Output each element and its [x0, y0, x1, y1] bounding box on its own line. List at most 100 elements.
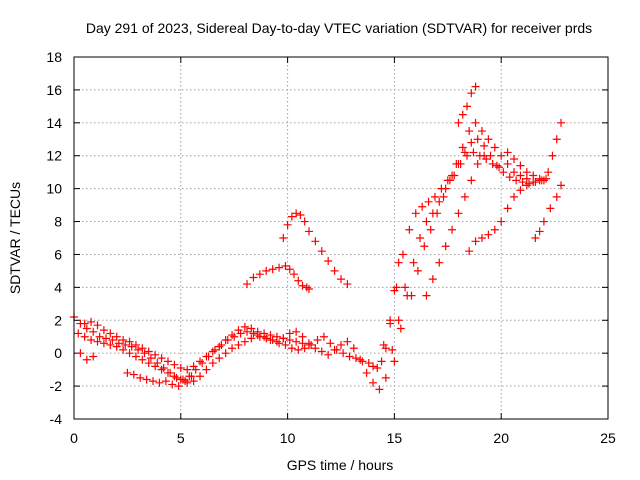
y-axis-label: SDTVAR / TECUs	[7, 182, 23, 294]
data-point	[151, 350, 160, 359]
data-point	[465, 127, 474, 136]
data-point	[119, 345, 128, 354]
data-point	[460, 192, 469, 201]
data-point	[82, 324, 91, 333]
data-point	[108, 336, 117, 345]
data-point	[379, 340, 388, 349]
data-point	[287, 344, 296, 353]
data-point	[505, 173, 514, 182]
data-point	[181, 377, 190, 386]
data-point	[311, 344, 320, 353]
data-point	[138, 344, 147, 353]
data-point	[80, 332, 89, 341]
data-layer	[70, 82, 566, 394]
data-point	[319, 332, 328, 341]
data-point	[418, 202, 427, 211]
data-point	[343, 280, 352, 289]
data-point	[149, 377, 158, 386]
data-point	[202, 352, 211, 361]
data-point	[345, 352, 354, 361]
data-point	[473, 159, 482, 168]
series-track-4	[76, 349, 196, 391]
data-point	[394, 316, 403, 325]
data-point	[445, 176, 454, 185]
data-point	[253, 327, 262, 336]
data-point	[168, 380, 177, 389]
data-point	[373, 363, 382, 372]
data-point	[477, 234, 486, 242]
data-point	[409, 258, 418, 267]
data-point	[362, 368, 371, 377]
data-point	[488, 159, 497, 168]
data-point	[129, 370, 138, 379]
data-point	[398, 250, 407, 259]
data-point	[228, 331, 237, 340]
data-point	[240, 322, 249, 331]
data-point	[196, 357, 205, 366]
data-point	[343, 337, 352, 346]
data-point	[557, 181, 566, 190]
data-point	[247, 334, 256, 343]
data-point	[503, 159, 512, 168]
data-point	[82, 355, 91, 364]
data-point	[522, 168, 531, 177]
data-point	[138, 355, 147, 364]
data-point	[516, 171, 525, 180]
data-point	[518, 178, 527, 187]
data-point	[119, 336, 128, 345]
y-tick-label: 8	[54, 214, 62, 230]
x-tick-label: 5	[177, 430, 185, 446]
data-point	[377, 357, 386, 366]
data-point	[381, 373, 390, 382]
data-point	[499, 168, 508, 177]
data-point	[557, 118, 566, 127]
data-point	[99, 339, 108, 348]
data-point	[471, 237, 480, 246]
data-point	[426, 225, 435, 234]
y-tick-labels: -4 -2 0 2 4 6 8 10 12 14 16 18	[46, 49, 62, 427]
data-point	[364, 359, 373, 368]
data-point	[458, 110, 467, 119]
data-point	[448, 171, 457, 180]
data-point	[80, 319, 89, 328]
data-point	[176, 375, 185, 384]
data-point	[121, 340, 130, 349]
data-point	[480, 141, 489, 150]
data-point	[503, 148, 512, 157]
data-point	[89, 327, 98, 336]
data-point	[249, 273, 258, 282]
data-point	[131, 352, 140, 361]
data-point	[422, 291, 431, 300]
data-point	[317, 247, 326, 256]
data-point	[189, 377, 198, 386]
data-point	[215, 342, 224, 351]
data-point	[183, 365, 192, 374]
data-point	[283, 220, 292, 229]
data-point	[87, 336, 96, 345]
data-point	[279, 334, 288, 343]
x-axis-label: GPS time / hours	[287, 457, 394, 473]
y-tick-label: 4	[54, 279, 62, 295]
data-point	[157, 365, 166, 374]
data-point	[469, 148, 478, 157]
y-tick-label: 12	[46, 148, 62, 164]
data-point	[539, 217, 548, 226]
data-point	[93, 337, 102, 346]
data-point	[296, 210, 305, 219]
data-point	[112, 332, 121, 341]
data-point	[441, 242, 450, 251]
series-track-5	[243, 261, 313, 294]
data-point	[294, 276, 303, 285]
data-point	[287, 212, 296, 221]
data-point	[439, 192, 448, 201]
data-point	[234, 340, 243, 349]
data-point	[228, 344, 237, 353]
series-track-3	[80, 283, 410, 394]
data-point	[249, 329, 258, 338]
series-track-10	[422, 151, 489, 300]
data-point	[516, 161, 525, 170]
data-point	[144, 347, 153, 356]
y-tick-label: 14	[46, 115, 62, 131]
data-point	[396, 324, 405, 333]
chart-title: Day 291 of 2023, Sidereal Day-to-day VTE…	[86, 20, 592, 36]
